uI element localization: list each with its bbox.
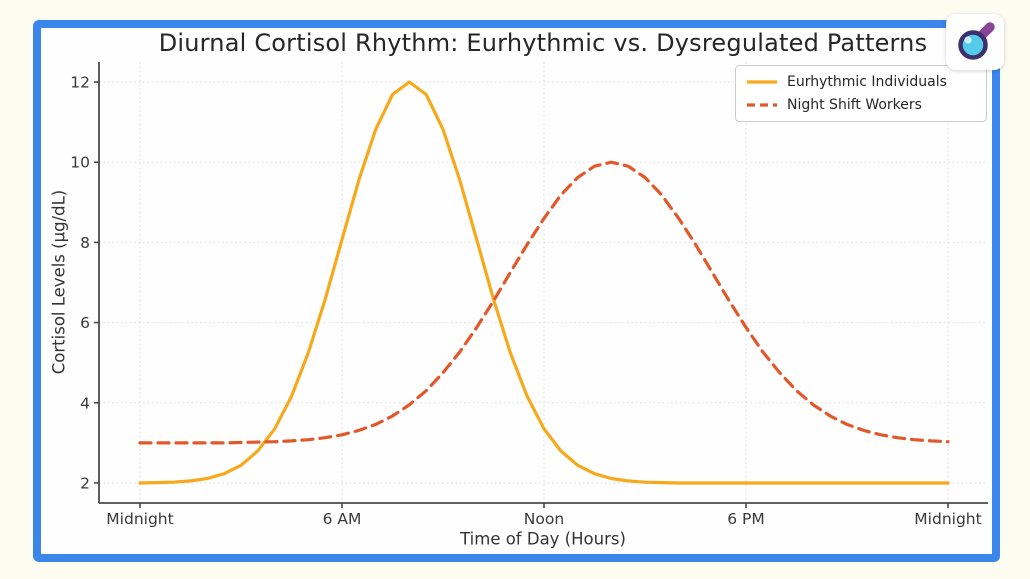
- legend: Eurhythmic Individuals Night Shift Worke…: [735, 65, 987, 122]
- y-tick-label: 10: [70, 154, 90, 172]
- plot-area: Midnight 6 AM Noon 6 PM Midnight 2 4 6 8 10 12: [70, 62, 988, 528]
- chart-frame: Diurnal Cortisol Rhythm: Eurhythmic vs. …: [33, 14, 1004, 562]
- chart-title: Diurnal Cortisol Rhythm: Eurhythmic vs. …: [158, 29, 928, 57]
- data-curves: [138, 80, 950, 485]
- series-curve-1: [138, 160, 950, 445]
- series-curve-0: [138, 80, 950, 485]
- x-axis-label: Time of Day (Hours): [460, 529, 626, 549]
- x-tick-label: 6 AM: [323, 510, 362, 528]
- y-tick-label: 2: [80, 474, 90, 492]
- logo-tile: [946, 14, 1004, 70]
- gridlines: [99, 62, 988, 503]
- legend-label: Eurhythmic Individuals: [787, 74, 947, 90]
- x-tick-label: Midnight: [106, 510, 173, 528]
- legend-item-night-shift: Night Shift Workers: [746, 97, 976, 113]
- legend-line-solid-icon: [747, 80, 777, 84]
- x-tick-label: Noon: [524, 510, 564, 528]
- y-tick-labels: 2 4 6 8 10 12: [70, 74, 90, 493]
- legend-label: Night Shift Workers: [787, 97, 922, 113]
- x-tick-labels: Midnight 6 AM Noon 6 PM Midnight: [106, 510, 981, 528]
- x-tick-label: 6 PM: [727, 510, 765, 528]
- x-tick-label: Midnight: [914, 510, 981, 528]
- legend-line-dashed-icon: [747, 103, 777, 107]
- tick-marks: [94, 81, 949, 508]
- y-tick-label: 8: [80, 234, 90, 252]
- y-tick-label: 6: [80, 314, 90, 332]
- y-axis-label: Cortisol Levels (µg/dL): [49, 189, 69, 375]
- legend-item-eurhythmic: Eurhythmic Individuals: [746, 74, 976, 90]
- y-tick-label: 4: [80, 394, 90, 412]
- magnifier-logo-icon: [958, 22, 995, 60]
- y-tick-label: 12: [70, 74, 90, 92]
